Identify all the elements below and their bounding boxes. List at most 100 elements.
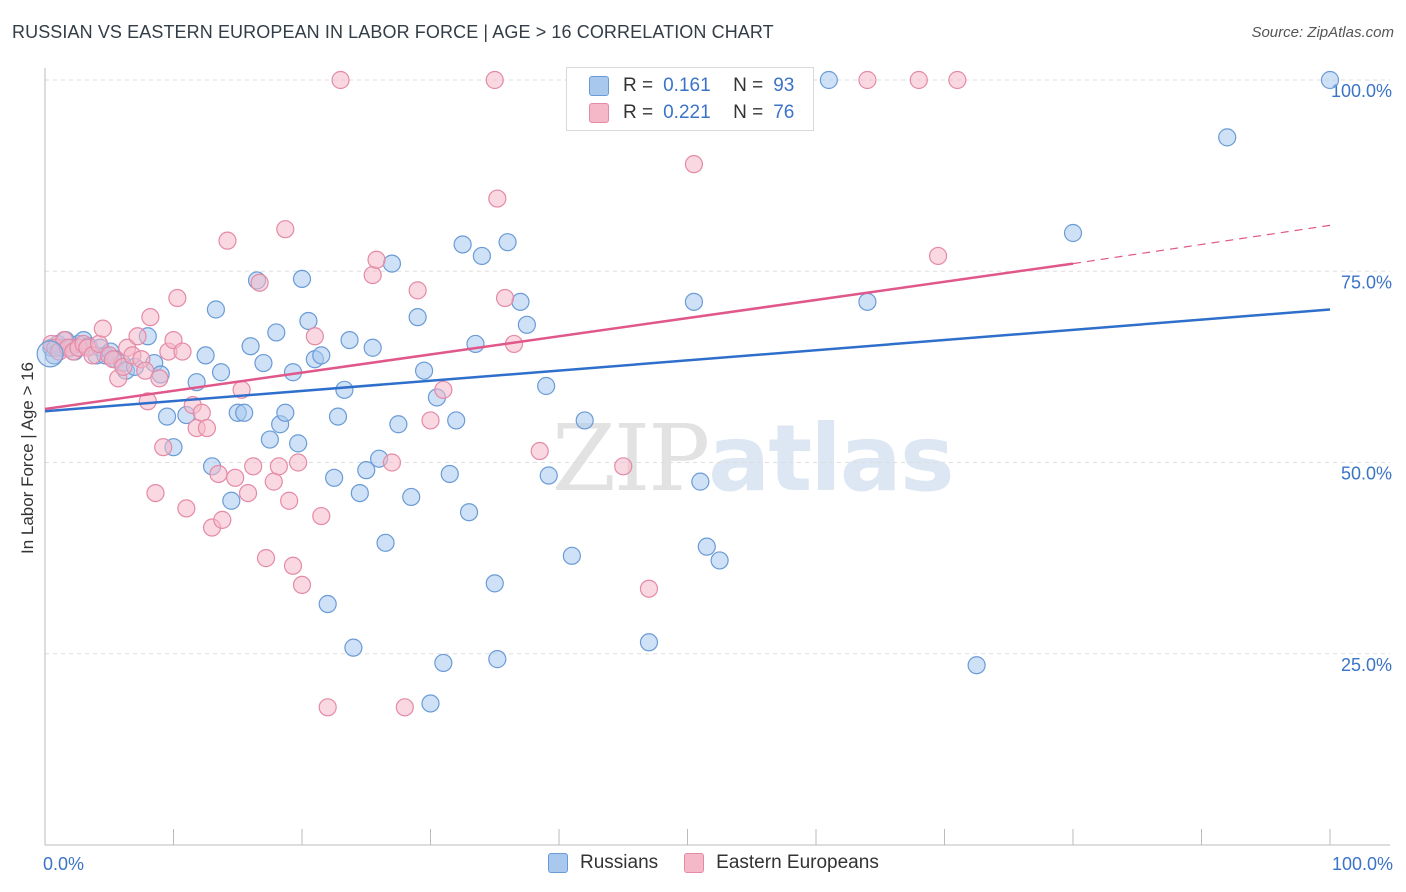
eastern-point — [128, 327, 147, 346]
eastern-point — [177, 499, 196, 518]
russians-point — [472, 246, 491, 266]
eastern-point — [136, 361, 155, 380]
eastern-trend-extension — [1072, 224, 1331, 265]
russians-point — [363, 338, 382, 357]
legend-swatch-eastern — [589, 103, 609, 123]
russians-point — [819, 70, 838, 90]
russians-point — [498, 233, 517, 252]
russians-point — [697, 537, 716, 556]
chart-title: RUSSIAN VS EASTERN EUROPEAN IN LABOR FOR… — [12, 22, 774, 42]
russians-point — [1320, 70, 1340, 90]
eastern-point — [238, 484, 258, 503]
y-tick-label: 50.0% — [1341, 464, 1392, 484]
eastern-point — [395, 698, 414, 717]
legend-n-value: 93 — [773, 75, 795, 96]
eastern-point — [141, 308, 160, 327]
eastern-point — [264, 472, 283, 491]
russians-point — [157, 407, 177, 426]
russians-point — [389, 415, 408, 434]
eastern-point — [197, 418, 217, 438]
eastern-point — [218, 231, 237, 250]
russians-point — [376, 533, 395, 552]
russians-point — [684, 292, 704, 311]
eastern-point — [312, 506, 331, 526]
russians-point — [485, 574, 504, 593]
eastern-point — [93, 319, 112, 338]
russians-point — [639, 633, 659, 652]
eastern-point — [209, 464, 228, 484]
legend-row-russians: R = 0.161 N = 93 — [589, 74, 794, 98]
russians-point — [328, 407, 348, 426]
eastern-point — [684, 155, 704, 174]
eastern-trend-line — [44, 262, 1074, 411]
legend-n-label: N = — [733, 75, 764, 96]
russians-point — [562, 546, 581, 565]
russians-point — [276, 403, 295, 422]
eastern-point — [382, 453, 402, 472]
legend-swatch-russians — [548, 853, 568, 873]
russians-point — [434, 653, 453, 673]
russians-point — [459, 503, 479, 522]
russians-point — [289, 434, 308, 453]
eastern-point — [485, 70, 504, 90]
russians-point — [222, 491, 241, 510]
eastern-point — [363, 265, 382, 285]
russians-point — [421, 694, 440, 713]
eastern-point — [154, 438, 173, 457]
russians-point — [335, 380, 354, 399]
eastern-point — [367, 250, 386, 269]
eastern-point — [226, 468, 245, 487]
watermark-atlas: atlas — [708, 405, 954, 512]
eastern-point — [280, 491, 299, 510]
y-tick-label: 100.0% — [1331, 81, 1392, 101]
russians-point — [537, 376, 556, 396]
russians-point — [350, 484, 369, 503]
legend-r-value: 0.221 — [663, 102, 711, 123]
legend-r-label: R = — [623, 102, 654, 123]
russians-point — [211, 363, 231, 382]
legend-swatch-russians — [589, 76, 609, 96]
eastern-point — [256, 549, 276, 568]
russians-trend-line — [44, 308, 1331, 413]
eastern-point — [305, 327, 324, 346]
legend-item-russians[interactable]: Russians — [548, 852, 658, 874]
y-tick-label: 75.0% — [1341, 272, 1392, 292]
eastern-point — [146, 484, 165, 503]
eastern-point — [858, 70, 877, 90]
eastern-point — [318, 698, 337, 717]
russians-point — [447, 411, 466, 430]
eastern-point — [289, 453, 308, 472]
legend-item-eastern[interactable]: Eastern Europeans — [684, 852, 879, 874]
legend-row-eastern: R = 0.221 N = 76 — [589, 101, 794, 125]
russians-point — [292, 269, 312, 288]
y-tick-label: 25.0% — [1341, 655, 1392, 675]
russians-point — [260, 430, 279, 449]
eastern-point — [269, 457, 288, 476]
russians-point — [1218, 128, 1237, 147]
russians-point — [340, 331, 359, 350]
legend-label-russians: Russians — [580, 852, 659, 873]
legend-n-label: N = — [733, 102, 764, 123]
eastern-point — [495, 288, 515, 308]
russians-point — [267, 323, 286, 342]
russians-point — [235, 403, 254, 422]
eastern-point — [434, 380, 453, 399]
source-label: Source: ZipAtlas.com — [1251, 24, 1394, 41]
russians-point — [488, 650, 507, 669]
russians-point — [414, 361, 434, 380]
eastern-point — [909, 70, 928, 90]
eastern-point — [292, 575, 312, 595]
x-tick-label: 0.0% — [43, 854, 84, 874]
eastern-point — [488, 189, 507, 208]
russians-point — [517, 315, 536, 334]
russians-point — [196, 346, 215, 365]
russians-point — [325, 468, 344, 487]
russians-point — [710, 551, 729, 570]
russians-point — [967, 656, 986, 675]
eastern-point — [250, 273, 269, 292]
correlation-legend: R = 0.161 N = 93 R = 0.221 N = 76 — [566, 67, 814, 131]
russians-point — [254, 353, 273, 373]
eastern-point — [928, 246, 948, 266]
legend-label-eastern: Eastern Europeans — [716, 852, 879, 873]
eastern-point — [276, 220, 295, 239]
